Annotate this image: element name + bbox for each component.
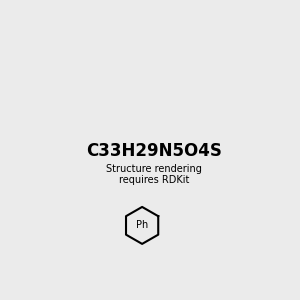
Text: Structure rendering
requires RDKit: Structure rendering requires RDKit	[106, 164, 202, 185]
Text: C33H29N5O4S: C33H29N5O4S	[86, 142, 222, 160]
Text: Ph: Ph	[136, 220, 148, 230]
